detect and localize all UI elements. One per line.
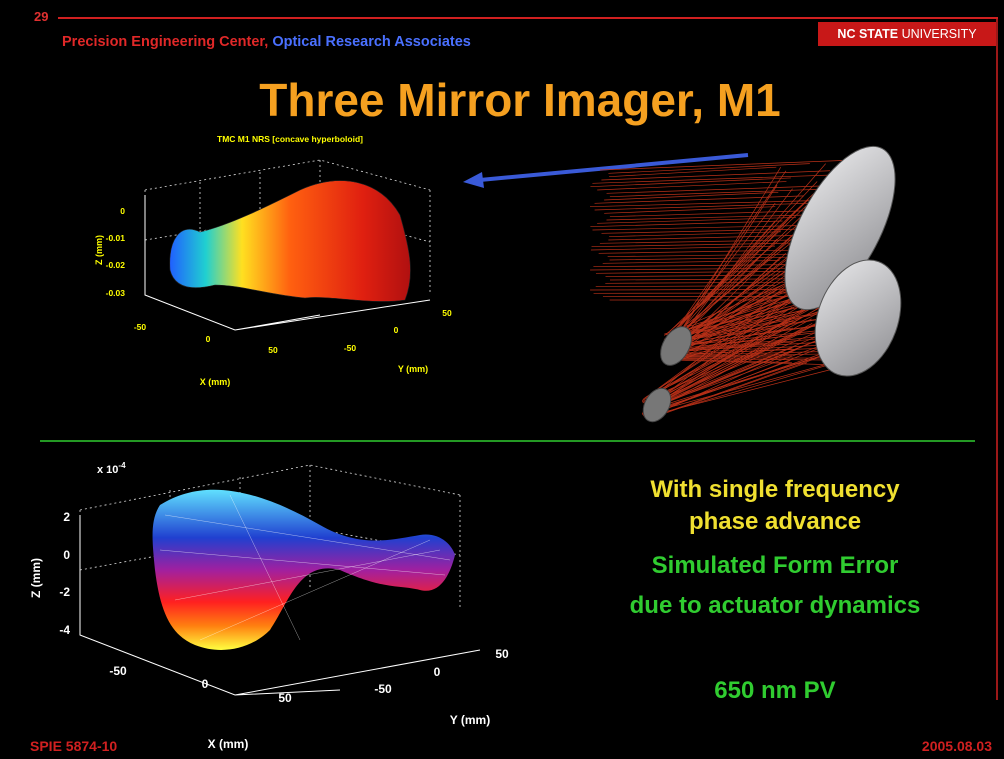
affiliation-left: Precision Engineering Center, bbox=[62, 34, 268, 50]
x-label: X (mm) bbox=[200, 377, 231, 387]
caption-line: due to actuator dynamics bbox=[630, 592, 921, 619]
y-label: Y (mm) bbox=[450, 713, 490, 727]
caption-line: Simulated Form Error bbox=[652, 552, 899, 579]
affiliation-right: Optical Research Associates bbox=[272, 34, 471, 50]
footer-right: 2005.08.03 bbox=[922, 738, 992, 754]
multiplier-exponent: -4 bbox=[118, 461, 126, 470]
z-tick-label: 2 bbox=[63, 510, 70, 524]
footer-left: SPIE 5874-10 bbox=[30, 738, 117, 754]
university-rest: UNIVERSITY bbox=[902, 27, 978, 41]
caption-line: 650 nm PV bbox=[714, 677, 835, 704]
z-tick-label: -0.02 bbox=[106, 260, 126, 270]
x-tick-label: 0 bbox=[202, 677, 209, 691]
y-tick-label: -50 bbox=[344, 343, 357, 353]
slide-title: Three Mirror Imager, M1 bbox=[259, 74, 781, 126]
multiplier-base: x 10 bbox=[97, 464, 118, 476]
y-tick-label: 0 bbox=[434, 665, 441, 679]
caption-line: With single frequency bbox=[650, 476, 900, 503]
z-tick-label: -2 bbox=[59, 585, 70, 599]
plot-title: TMC M1 NRS [concave hyperboloid] bbox=[217, 134, 363, 144]
x-tick-label: -50 bbox=[109, 664, 127, 678]
affiliation: Precision Engineering Center, Optical Re… bbox=[62, 34, 471, 50]
slide-number: 29 bbox=[34, 9, 48, 24]
y-tick-label: 0 bbox=[394, 325, 399, 335]
caption-line: phase advance bbox=[689, 508, 861, 535]
y-tick-label: -50 bbox=[374, 682, 392, 696]
z-tick-label: -0.01 bbox=[106, 233, 126, 243]
z-tick-label: -0.03 bbox=[106, 288, 126, 298]
z-label: Z (mm) bbox=[29, 558, 43, 598]
z-label: Z (mm) bbox=[94, 235, 104, 265]
y-label: Y (mm) bbox=[398, 364, 428, 374]
x-tick-label: 0 bbox=[206, 334, 211, 344]
university: NC STATE UNIVERSITY bbox=[837, 27, 977, 41]
z-tick-label: -4 bbox=[59, 623, 70, 637]
university-bold: NC STATE bbox=[837, 27, 898, 41]
y-tick-label: 50 bbox=[495, 647, 509, 661]
z-tick-label: 0 bbox=[120, 206, 125, 216]
x-tick-label: 50 bbox=[268, 345, 278, 355]
y-tick-label: 50 bbox=[442, 308, 452, 318]
z-tick-label: 0 bbox=[63, 548, 70, 562]
slide: 29 Precision Engineering Center, Optical… bbox=[0, 0, 1004, 759]
x-label: X (mm) bbox=[208, 737, 249, 751]
x-tick-label: 50 bbox=[278, 691, 292, 705]
x-tick-label: -50 bbox=[134, 322, 147, 332]
